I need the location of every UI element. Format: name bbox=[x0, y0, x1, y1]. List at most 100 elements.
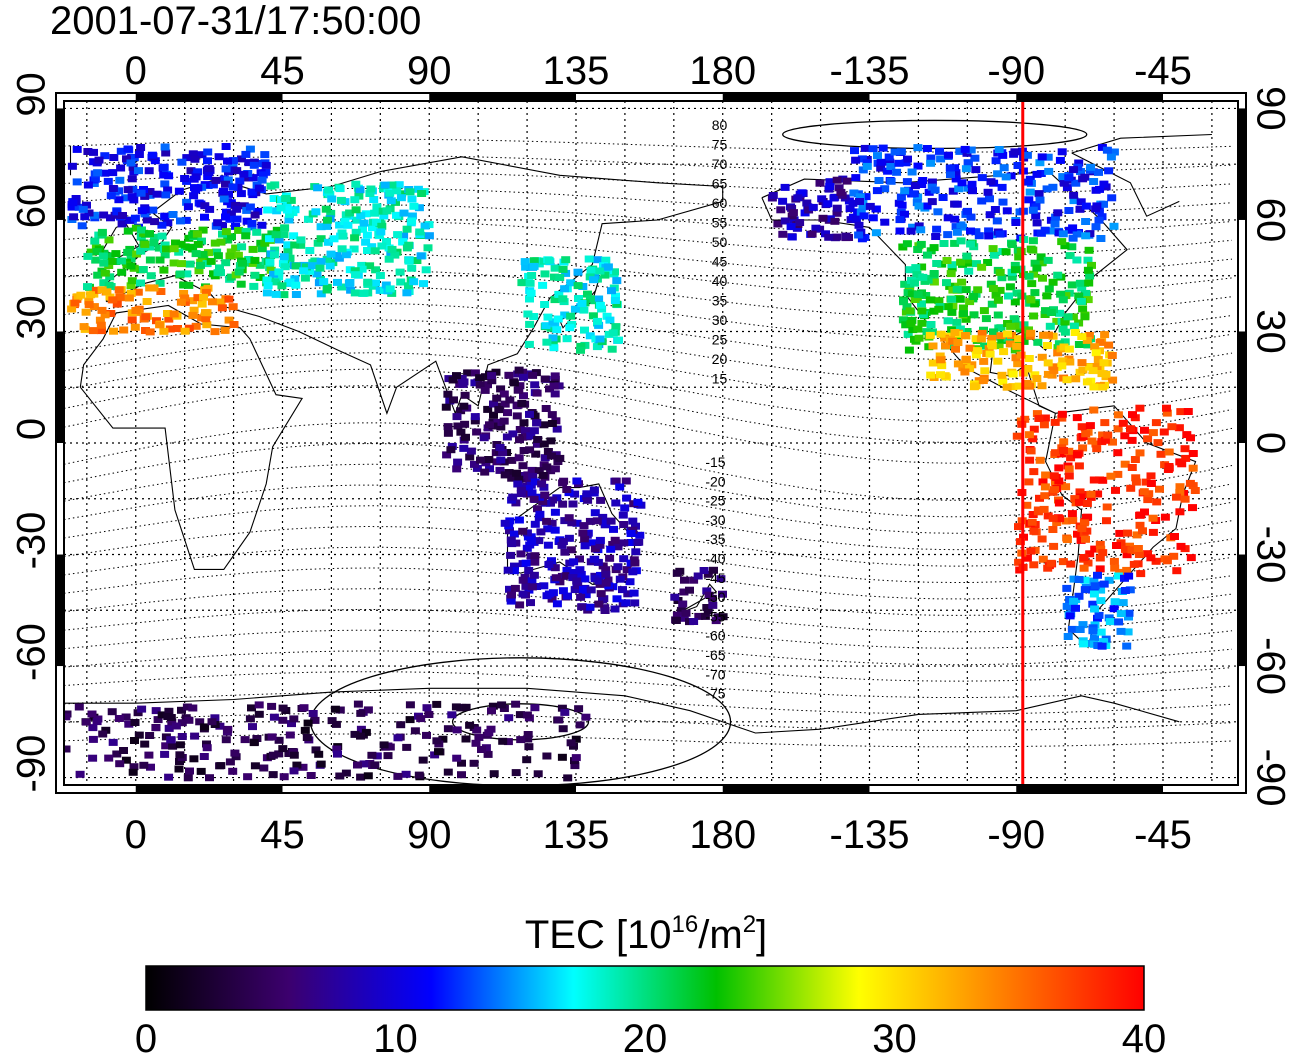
tec-cell bbox=[164, 724, 174, 732]
tec-cell bbox=[1060, 328, 1070, 336]
tec-cell bbox=[77, 222, 87, 230]
tec-cell bbox=[626, 530, 636, 537]
tec-cell bbox=[1038, 555, 1048, 563]
tec-cell bbox=[930, 186, 940, 194]
tec-cell bbox=[127, 316, 137, 324]
tec-cell bbox=[961, 315, 971, 323]
tec-cell bbox=[934, 305, 944, 313]
tec-cell bbox=[189, 175, 199, 183]
tec-cell bbox=[263, 282, 273, 290]
tec-cell bbox=[97, 286, 107, 294]
tec-cell bbox=[1008, 383, 1018, 391]
tec-cell bbox=[1068, 517, 1078, 524]
tec-cell bbox=[1077, 333, 1087, 341]
tec-cell bbox=[1061, 517, 1071, 525]
tec-cell bbox=[1086, 163, 1096, 171]
tec-cell bbox=[1176, 542, 1186, 550]
tec-cell bbox=[606, 545, 616, 553]
tec-cell bbox=[443, 768, 453, 776]
magnetic-contour bbox=[64, 567, 1233, 616]
tec-cell bbox=[520, 258, 530, 266]
tec-cell bbox=[858, 203, 868, 211]
tec-cell bbox=[204, 249, 213, 257]
tec-cell bbox=[412, 257, 422, 264]
tec-cell bbox=[776, 206, 786, 214]
tec-cell bbox=[550, 273, 559, 281]
magnetic-contour bbox=[64, 588, 1233, 633]
tec-cell bbox=[1167, 423, 1177, 431]
contour-label: 20 bbox=[712, 351, 728, 367]
tec-cell bbox=[1135, 449, 1145, 457]
tec-cell bbox=[405, 701, 415, 709]
tec-cell bbox=[175, 758, 184, 765]
tec-cell bbox=[905, 307, 915, 315]
tec-cell bbox=[125, 216, 135, 224]
tec-cell bbox=[550, 526, 560, 534]
tec-cell bbox=[1085, 422, 1095, 430]
tec-cell bbox=[127, 277, 137, 285]
tec-cell bbox=[386, 197, 396, 205]
tec-cell bbox=[470, 460, 479, 468]
tec-cell bbox=[621, 477, 631, 485]
tec-cell bbox=[434, 748, 443, 756]
tec-cell bbox=[193, 240, 203, 248]
tec-cell bbox=[929, 307, 939, 315]
tec-cell bbox=[108, 185, 118, 192]
tec-cell bbox=[1078, 444, 1088, 452]
tec-cell bbox=[160, 241, 170, 249]
tec-cell bbox=[1037, 259, 1047, 266]
tec-cell bbox=[159, 266, 169, 274]
tec-cell bbox=[544, 256, 554, 264]
tec-cell bbox=[1108, 376, 1118, 384]
lat-tick-label: -60 bbox=[10, 623, 54, 681]
tec-cell bbox=[631, 522, 640, 530]
tec-cell bbox=[1135, 404, 1145, 412]
frame-bar bbox=[1238, 331, 1246, 443]
tec-cell bbox=[622, 494, 632, 502]
tec-cell bbox=[182, 198, 192, 206]
tec-cell bbox=[969, 311, 979, 319]
tec-cell bbox=[487, 707, 496, 715]
tec-cell bbox=[514, 366, 524, 374]
tec-cell bbox=[274, 273, 284, 281]
tec-cell bbox=[359, 760, 369, 768]
tec-cell bbox=[343, 221, 353, 229]
frame-bar bbox=[56, 331, 64, 443]
tec-cell bbox=[579, 306, 589, 314]
tec-cell bbox=[296, 236, 306, 244]
tec-cell bbox=[190, 732, 200, 740]
tec-cell bbox=[574, 295, 583, 302]
lat-tick-label: -30 bbox=[10, 512, 54, 570]
tec-cell bbox=[1095, 185, 1104, 193]
tec-cell bbox=[221, 228, 231, 236]
tec-cell bbox=[220, 326, 230, 334]
tec-cell bbox=[1043, 256, 1053, 264]
tec-cell bbox=[274, 236, 284, 244]
tec-cell bbox=[934, 297, 944, 305]
tec-cell bbox=[1069, 322, 1079, 330]
tec-cell bbox=[1050, 418, 1060, 426]
tec-cell bbox=[476, 456, 485, 464]
tec-cell bbox=[1120, 460, 1130, 468]
tec-cell bbox=[499, 705, 509, 712]
tec-cell bbox=[1183, 408, 1193, 415]
tec-cell bbox=[973, 286, 983, 294]
tec-cell bbox=[284, 216, 294, 224]
tec-cell bbox=[523, 533, 533, 541]
tec-cell bbox=[176, 298, 186, 306]
tec-cell bbox=[489, 400, 498, 408]
tec-cell bbox=[823, 200, 833, 208]
tec-cell bbox=[393, 772, 403, 780]
tec-cell bbox=[515, 382, 525, 390]
tec-cell bbox=[631, 548, 641, 556]
tec-cell bbox=[149, 239, 159, 247]
tec-cell bbox=[221, 736, 231, 744]
tec-cell bbox=[548, 496, 558, 504]
tec-cell bbox=[530, 704, 540, 712]
tec-cell bbox=[127, 175, 137, 183]
tec-cell bbox=[1085, 272, 1095, 280]
tec-cell bbox=[595, 301, 605, 309]
tec-cell bbox=[986, 280, 996, 288]
timestamp-title: 2001-07-31/17:50:00 bbox=[50, 0, 421, 43]
tec-cell bbox=[129, 154, 139, 162]
